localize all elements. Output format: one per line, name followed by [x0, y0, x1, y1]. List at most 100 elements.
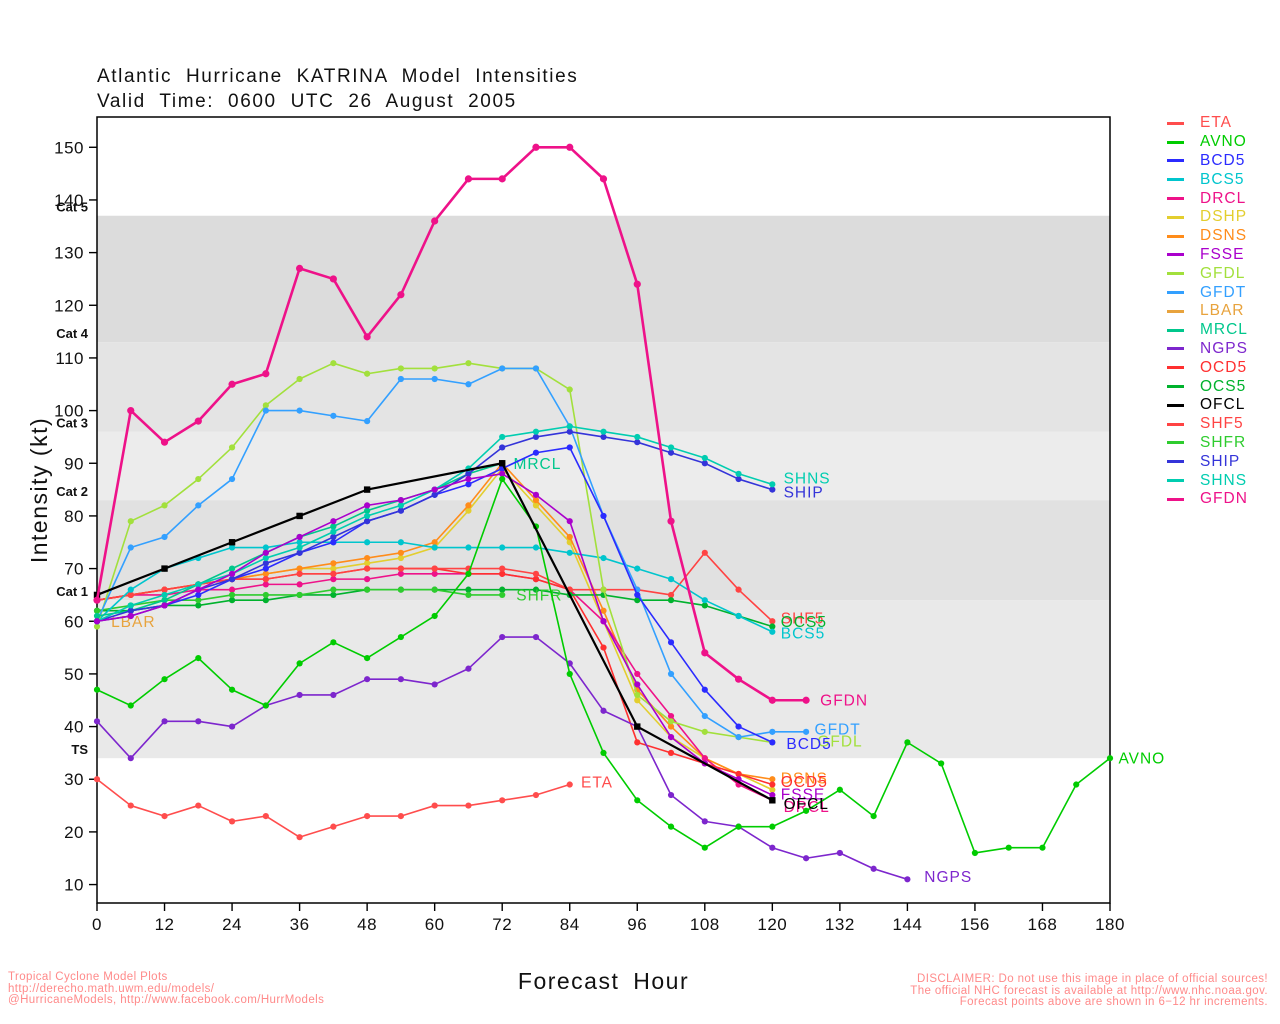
chart-title-block: Atlantic Hurricane KATRINA Model Intensi… [97, 64, 578, 114]
svg-text:12: 12 [155, 915, 175, 934]
line-label-SHIP: SHIP [784, 485, 824, 502]
band-cat4 [97, 215, 1110, 343]
series-BCS5: BCS5 [93, 539, 824, 642]
series-GFDN: GFDN [93, 143, 868, 710]
svg-text:50: 50 [64, 665, 84, 684]
svg-text:Cat 2: Cat 2 [56, 484, 88, 499]
series-SHF5: SHF5 [93, 549, 825, 628]
disclaimer-line-2: The official NHC forecast is available a… [910, 984, 1268, 997]
legend-label: NGPS [1200, 339, 1248, 357]
svg-text:0: 0 [92, 915, 102, 934]
svg-text:60: 60 [64, 612, 84, 631]
axis-ticks: 10 20 30 40 50 60 70 80 90 100 110 120 130 140 150 0 12 2… [54, 138, 1124, 934]
legend-dash-icon [1167, 309, 1184, 313]
svg-text:72: 72 [492, 915, 512, 934]
legend-label: BCD5 [1200, 151, 1246, 169]
line-label-ETA: ETA [581, 774, 613, 791]
svg-text:108: 108 [690, 915, 720, 934]
legend-item-ETA: ETA [1167, 114, 1248, 133]
line-label-SHF5: SHF5 [781, 611, 825, 628]
legend-item-LBAR: LBAR [1167, 302, 1248, 321]
line-label-AVNO: AVNO [1118, 751, 1165, 768]
legend-dash-icon [1167, 272, 1184, 276]
legend-label: DSHP [1200, 208, 1248, 226]
line-label-GFDN: GFDN [820, 693, 868, 710]
legend-item-MRCL: MRCL [1167, 321, 1248, 340]
category-labels: TS Cat 1 Cat 2 Cat 3 Cat 4 Cat 5 [56, 200, 89, 757]
svg-text:132: 132 [825, 915, 855, 934]
series-FSSE: FSSE [93, 470, 825, 803]
svg-text:70: 70 [64, 560, 84, 579]
legend-dash-icon [1167, 234, 1184, 238]
line-label-OCD5: OCD5 [781, 774, 828, 791]
legend-item-GFDL: GFDL [1167, 264, 1248, 283]
svg-text:90: 90 [64, 454, 84, 473]
chart-subtitle: Valid Time: 0600 UTC 26 August 2005 [97, 91, 517, 112]
series-OFCL: OFCL [93, 460, 828, 813]
legend-dash-icon [1167, 460, 1184, 464]
legend-item-OCS5: OCS5 [1167, 377, 1248, 396]
svg-text:80: 80 [64, 507, 84, 526]
legend-dash-icon [1167, 441, 1184, 445]
legend-label: LBAR [1200, 302, 1245, 320]
svg-text:36: 36 [290, 915, 310, 934]
svg-text:120: 120 [757, 915, 787, 934]
legend-label: FSSE [1200, 245, 1245, 263]
svg-text:10: 10 [64, 876, 84, 895]
svg-text:144: 144 [892, 915, 922, 934]
svg-text:168: 168 [1028, 915, 1058, 934]
line-label-DSNS: DSNS [781, 771, 828, 788]
svg-text:100: 100 [54, 402, 84, 421]
model-legend: ETA AVNO BCD5 BCS5 DRCL DSHP DSNS FSSE GFDL GFDT L… [1167, 114, 1248, 509]
legend-item-OFCL: OFCL [1167, 396, 1248, 415]
svg-text:Cat 5: Cat 5 [56, 200, 88, 215]
line-label-BCD5: BCD5 [786, 736, 831, 753]
saffir-simpson-bands [97, 215, 1110, 759]
line-label-NGPS: NGPS [924, 869, 972, 886]
legend-item-SHFR: SHFR [1167, 434, 1248, 453]
legend-item-GFDT: GFDT [1167, 283, 1248, 302]
legend-item-FSSE: FSSE [1167, 246, 1248, 265]
svg-text:110: 110 [55, 349, 84, 368]
svg-text:156: 156 [960, 915, 990, 934]
disclaimer-line-1: DISCLAIMER: Do not use this image in pla… [917, 973, 1268, 985]
x-axis-label: Forecast Hour [517, 968, 690, 994]
legend-label: DSNS [1200, 227, 1248, 245]
svg-text:TS: TS [71, 742, 88, 757]
legend-dash-icon [1167, 328, 1184, 332]
line-label-FSSE: FSSE [781, 786, 825, 803]
line-label-SHNS: SHNS [784, 471, 831, 488]
line-label-GFDL: GFDL [817, 733, 862, 750]
legend-item-BCD5: BCD5 [1167, 152, 1248, 171]
svg-text:48: 48 [357, 915, 377, 934]
svg-text:Cat 3: Cat 3 [56, 416, 88, 431]
legend-dash-icon [1167, 197, 1184, 201]
legend-item-NGPS: NGPS [1167, 340, 1248, 359]
legend-label: BCS5 [1200, 170, 1245, 188]
credits-text: Tropical Cyclone Model Plots http://dere… [8, 971, 324, 1007]
legend-item-DSNS: DSNS [1167, 227, 1248, 246]
svg-text:60: 60 [425, 915, 445, 934]
legend-dash-icon [1167, 479, 1184, 483]
legend-item-GFDN: GFDN [1167, 490, 1248, 509]
plot-border [96, 116, 1111, 904]
legend-item-SHF5: SHF5 [1167, 415, 1248, 434]
legend-label: AVNO [1200, 133, 1247, 151]
line-label-MRCL: MRCL [513, 456, 561, 473]
svg-text:30: 30 [64, 770, 84, 789]
credits-line-1: Tropical Cyclone Model Plots [8, 971, 168, 983]
svg-text:120: 120 [54, 296, 84, 315]
series-GFDT: GFDT [93, 365, 860, 741]
svg-text:96: 96 [627, 915, 647, 934]
disclaimer-text: DISCLAIMER: Do not use this image in pla… [910, 973, 1268, 1009]
svg-text:Cat 4: Cat 4 [56, 326, 89, 341]
credits-line-2: http://derecho.math.uwm.edu/models/ [8, 982, 215, 995]
legend-label: MRCL [1200, 321, 1248, 339]
legend-label: OFCL [1200, 396, 1246, 414]
legend-label: ETA [1200, 114, 1232, 132]
series-ETA: ETA [93, 774, 613, 841]
legend-label: GFDL [1200, 264, 1246, 282]
svg-text:40: 40 [64, 718, 84, 737]
